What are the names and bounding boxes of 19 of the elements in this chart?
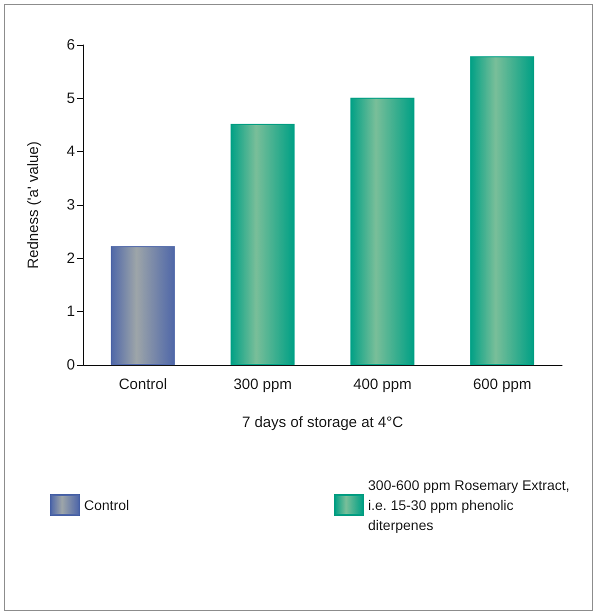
legend-label: Control (84, 497, 130, 513)
x-tick-label: 400 ppm (353, 376, 412, 393)
x-tick-label: 300 ppm (233, 376, 292, 393)
y-tick-label: 6 (66, 36, 75, 54)
y-axis-title: Redness ('a' value) (25, 141, 42, 269)
legend-label: 300-600 ppm Rosemary Extract, i.e. 15-30 ppm phenolic diterpenes (368, 477, 574, 533)
x-tick-label: Control (118, 376, 168, 393)
x-axis-title: 7 days of storage at 4°C (242, 414, 404, 431)
bar (470, 56, 534, 365)
y-tick-label: 4 (66, 143, 75, 160)
y-tick-label: 5 (66, 90, 75, 107)
x-tick-label: 600 ppm (472, 376, 532, 393)
y-tick-label: 3 (66, 196, 75, 214)
y-tick-label: 2 (66, 250, 75, 267)
y-tick-label: 1 (66, 303, 75, 320)
bar (110, 246, 175, 365)
y-tick-label: 0 (66, 356, 75, 374)
bar (230, 124, 295, 365)
bar (350, 98, 414, 365)
